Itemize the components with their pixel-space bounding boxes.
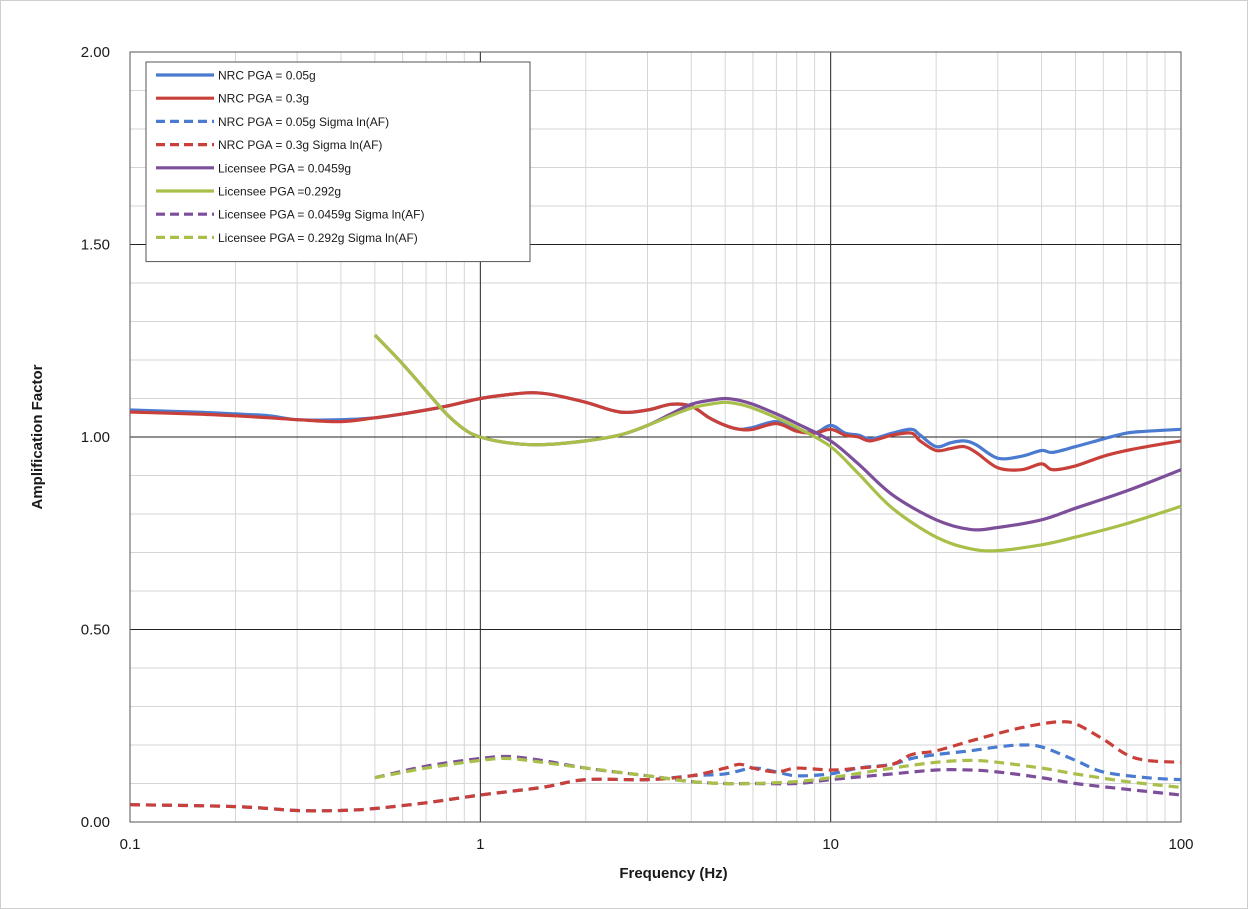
series-line-8 bbox=[374, 756, 1182, 789]
legend-entry: Licensee PGA = 0.0459g Sigma ln(AF) bbox=[156, 208, 424, 222]
series-line-2 bbox=[129, 391, 1182, 472]
legend-label: NRC PGA = 0.05g bbox=[218, 69, 316, 83]
series-line-3 bbox=[129, 743, 1182, 813]
grid bbox=[129, 51, 1182, 823]
legend-label: Licensee PGA = 0.292g Sigma ln(AF) bbox=[218, 231, 418, 245]
legend-entry: Licensee PGA =0.292g bbox=[156, 185, 341, 199]
y-tick-label: 2.00 bbox=[81, 44, 110, 61]
x-tick-label: 10 bbox=[822, 836, 839, 853]
legend-entry: NRC PGA = 0.3g bbox=[156, 92, 309, 106]
legend-label: NRC PGA = 0.3g Sigma ln(AF) bbox=[218, 138, 382, 152]
legend-label: NRC PGA = 0.3g bbox=[218, 92, 309, 106]
legend: NRC PGA = 0.05g NRC PGA = 0.3g NRC PGA = 0… bbox=[145, 61, 531, 263]
x-tick-label: 100 bbox=[1168, 836, 1193, 853]
legend-label: Licensee PGA = 0.0459g bbox=[218, 161, 351, 175]
legend-box bbox=[145, 61, 531, 263]
tick-labels: 0.1 1 10 100 0.00 0.50 1.00 1.50 2.00 bbox=[81, 44, 1194, 853]
legend-entry: Licensee PGA = 0.0459g bbox=[156, 161, 351, 175]
legend-label: Licensee PGA = 0.0459g Sigma ln(AF) bbox=[218, 208, 424, 222]
x-axis-title: Frequency (Hz) bbox=[619, 865, 727, 882]
y-tick-label: 1.00 bbox=[81, 429, 110, 446]
y-tick-label: 0.00 bbox=[81, 814, 110, 831]
legend-label: Licensee PGA =0.292g bbox=[218, 185, 341, 199]
y-tick-label: 0.50 bbox=[81, 622, 110, 639]
legend-entry: Licensee PGA = 0.292g Sigma ln(AF) bbox=[156, 231, 418, 245]
series-line-6 bbox=[373, 333, 1182, 553]
legend-entry: NRC PGA = 0.3g Sigma ln(AF) bbox=[156, 138, 382, 152]
legend-entries: NRC PGA = 0.05g NRC PGA = 0.3g NRC PGA = 0… bbox=[156, 69, 424, 245]
plot-area-border bbox=[129, 51, 1182, 823]
y-tick-label: 1.50 bbox=[81, 237, 110, 254]
x-tick-label: 1 bbox=[476, 836, 484, 853]
legend-entry: NRC PGA = 0.05g bbox=[156, 69, 316, 83]
legend-entry: NRC PGA = 0.05g Sigma ln(AF) bbox=[156, 115, 389, 129]
legend-label: NRC PGA = 0.05g Sigma ln(AF) bbox=[218, 115, 389, 129]
x-tick-label: 0.1 bbox=[120, 836, 141, 853]
series-layer bbox=[129, 333, 1182, 813]
y-axis-title: Amplification Factor bbox=[29, 364, 46, 509]
